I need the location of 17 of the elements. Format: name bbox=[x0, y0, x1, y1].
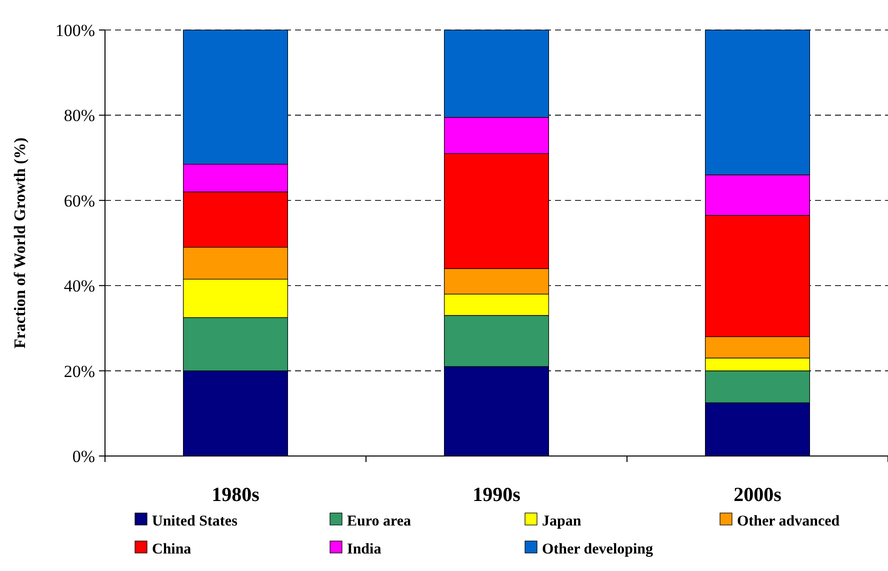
y-tick-label: 0% bbox=[72, 446, 95, 466]
legend-label: Japan bbox=[542, 513, 582, 530]
y-axis-title: Fraction of World Growth (%) bbox=[12, 138, 29, 348]
legend-label: Other developing bbox=[542, 541, 654, 558]
legend-label: Other advanced bbox=[737, 513, 840, 530]
legend-label: China bbox=[152, 541, 192, 558]
y-tick-label: 60% bbox=[64, 191, 95, 210]
legend-label: India bbox=[347, 541, 382, 558]
x-tick-label: 1980s bbox=[212, 484, 260, 506]
y-tick-label: 20% bbox=[64, 362, 95, 381]
legend-label: Euro area bbox=[347, 513, 412, 530]
legend-label: United States bbox=[152, 513, 238, 530]
y-tick-label: 40% bbox=[64, 276, 95, 296]
y-tick-label: 100% bbox=[55, 20, 95, 40]
y-tick-label: 80% bbox=[64, 106, 95, 126]
x-tick-label: 2000s bbox=[734, 484, 782, 506]
x-tick-label: 1990s bbox=[472, 484, 521, 506]
